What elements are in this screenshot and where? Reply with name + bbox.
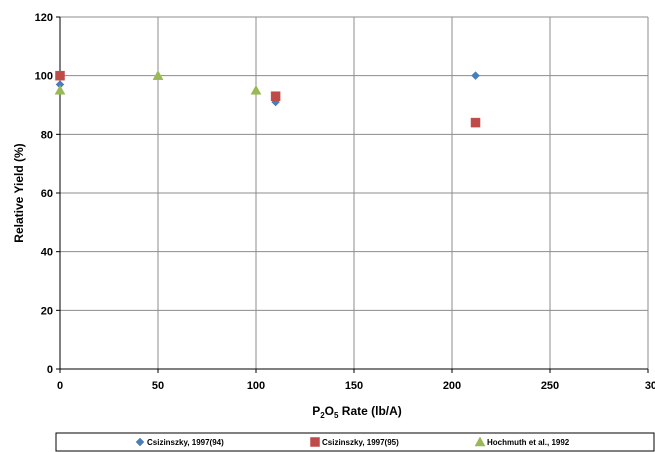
legend-marker-0 <box>135 437 145 447</box>
legend-label-0: Csizinszky, 1997(94) <box>147 438 224 447</box>
x-axis-title-o: O <box>325 404 334 418</box>
x-tick-label-100: 100 <box>247 380 265 392</box>
legend-label-1: Csizinszky, 1997(95) <box>322 438 399 447</box>
x-axis-title-sub-2: 2 <box>320 411 325 420</box>
point-triangle-2-0 <box>54 84 66 95</box>
point-square-1-2 <box>470 117 481 128</box>
x-tick-label-300: 300 <box>645 380 655 392</box>
x-axis-title-p: P <box>312 404 320 418</box>
grid-lines <box>60 16 649 369</box>
x-tick-label-250: 250 <box>541 380 559 392</box>
x-axis-title: P2O5 Rate (lb/A) <box>312 404 402 420</box>
legend-label-2: Hochmuth et al., 1992 <box>487 438 570 447</box>
x-tick-label-150: 150 <box>345 380 363 392</box>
y-tick-label-40: 40 <box>41 247 53 259</box>
data-points <box>54 70 481 128</box>
x-tick-label-0: 0 <box>57 380 63 392</box>
x-tick-label-200: 200 <box>443 380 461 392</box>
y-tick-label-20: 20 <box>41 305 53 317</box>
point-diamond-0-2 <box>471 71 480 81</box>
y-tick-label-120: 120 <box>35 12 53 24</box>
x-tick-labels: 0 50 100 150 200 250 300 <box>57 380 655 392</box>
y-tick-label-100: 100 <box>35 71 53 83</box>
y-tick-labels: 0 20 40 60 80 100 120 <box>35 12 53 376</box>
legend: Csizinszky, 1997(94) Csizinszky, 1997(95)… <box>55 432 655 452</box>
x-axis-title-sub-5: 5 <box>334 411 339 420</box>
x-axis-title-rest: Rate (lb/A) <box>338 404 401 418</box>
point-triangle-2-1 <box>152 70 164 80</box>
y-tick-label-80: 80 <box>41 129 53 141</box>
y-axis-title: Relative Yield (%) <box>12 143 26 242</box>
legend-marker-1 <box>310 437 320 447</box>
legend-box <box>55 432 655 452</box>
x-tick-label-50: 50 <box>152 380 164 392</box>
point-square-1-0 <box>55 70 65 81</box>
point-triangle-2-2 <box>250 84 262 95</box>
point-square-1-1 <box>270 91 281 101</box>
y-tick-label-0: 0 <box>47 364 53 376</box>
legend-marker-2 <box>474 436 486 447</box>
axes <box>56 16 649 373</box>
y-tick-label-60: 60 <box>41 188 53 200</box>
